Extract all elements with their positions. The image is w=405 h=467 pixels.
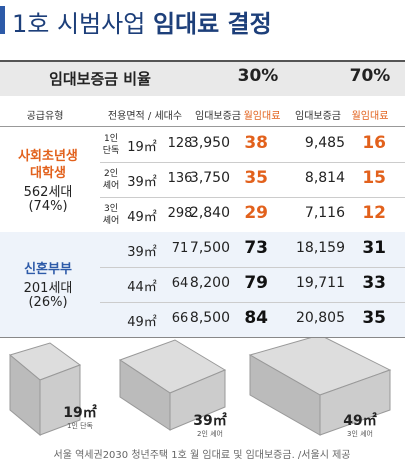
units: 64 [171, 276, 189, 291]
column-header: 전용면적 / 세대수 [107, 111, 183, 122]
rent-30: 73 [244, 238, 268, 258]
units: 298 [167, 206, 193, 221]
area: 44㎡ [127, 280, 157, 295]
rent-70: 16 [362, 133, 386, 153]
row-line [100, 302, 405, 303]
deposit-70: 8,814 [304, 170, 345, 186]
floor-plans [8, 335, 392, 437]
group-line [0, 337, 405, 338]
room-type: 3인 [103, 204, 119, 214]
rent-30: 38 [244, 133, 268, 153]
group-households: 201세대 [23, 281, 73, 296]
column-header: 임대보증금 [195, 111, 241, 122]
deposit-70: 7,116 [304, 205, 345, 221]
units: 71 [171, 241, 189, 256]
area: 49㎡ [127, 315, 157, 330]
deposit-30: 8,500 [189, 310, 230, 326]
title-bold: 임대료 결정 [152, 10, 272, 38]
area: 39㎡ [127, 175, 157, 190]
deposit-70: 20,805 [296, 310, 345, 326]
area: 19㎡ [127, 140, 157, 155]
rent-70: 12 [362, 203, 386, 223]
rent-70: 33 [362, 273, 386, 293]
group-name: 사회초년생 [18, 148, 78, 164]
units: 136 [167, 171, 193, 186]
rent-30: 84 [244, 308, 268, 328]
row-line [100, 197, 405, 198]
plan-area: 39㎡ [193, 413, 227, 429]
room-type: 단독 [102, 146, 120, 156]
column-header: 월임대료 [243, 111, 281, 122]
column-header: 공급유형 [26, 111, 64, 122]
plan-label: 1인 단독 [67, 422, 93, 430]
group-name: 대학생 [30, 165, 66, 181]
header-line [0, 60, 405, 62]
group-households: 562세대 [23, 184, 73, 200]
ratio-label: 임대보증금 비율 [49, 70, 151, 88]
title-bar [0, 6, 5, 34]
deposit-70: 9,485 [304, 135, 345, 151]
row-line [100, 162, 405, 163]
room-type: 셰어 [102, 181, 120, 191]
ratio-30: 30% [237, 66, 279, 86]
group-bg [0, 232, 405, 337]
caption: 서울 역세권2030 청년주택 1호 월 임대료 및 임대보증금. /서울시 제… [53, 450, 351, 461]
column-header: 임대보증금 [295, 111, 341, 122]
group-name: 신혼부부 [24, 262, 72, 277]
plan-area: 49㎡ [343, 413, 377, 429]
rent-70: 35 [362, 308, 386, 328]
deposit-30: 2,840 [189, 205, 230, 221]
plan-label: 2인 셰어 [197, 430, 223, 438]
rent-30: 35 [244, 168, 268, 188]
plan-area: 19㎡ [63, 405, 97, 421]
column-header: 월임대료 [351, 111, 389, 122]
col-line [0, 126, 405, 127]
title-prefix: 1호 시범사업 [12, 10, 146, 38]
group-share: (26%) [28, 295, 68, 310]
ratio-70: 70% [349, 66, 391, 86]
area: 49㎡ [127, 210, 157, 225]
room-type: 2인 [103, 169, 119, 179]
room-type: 1인 [103, 134, 119, 144]
deposit-70: 18,159 [296, 240, 345, 256]
plan-label: 3인 셰어 [347, 430, 373, 438]
group-share: (74%) [28, 198, 68, 214]
deposit-30: 8,200 [189, 275, 230, 291]
rent-70: 31 [362, 238, 386, 258]
deposit-70: 19,711 [296, 275, 345, 291]
room-type: 셰어 [102, 216, 120, 226]
area: 39㎡ [127, 245, 157, 260]
rent-30: 29 [244, 203, 268, 223]
deposit-30: 3,750 [189, 170, 230, 186]
units: 66 [171, 311, 189, 326]
title: 1호 시범사업 임대료 결정 [12, 4, 272, 39]
rent-30: 79 [244, 273, 268, 293]
deposit-30: 7,500 [189, 240, 230, 256]
units: 128 [167, 136, 193, 151]
header-bg [0, 60, 405, 96]
rent-70: 15 [362, 168, 386, 188]
row-line [100, 267, 405, 268]
deposit-30: 3,950 [189, 135, 230, 151]
